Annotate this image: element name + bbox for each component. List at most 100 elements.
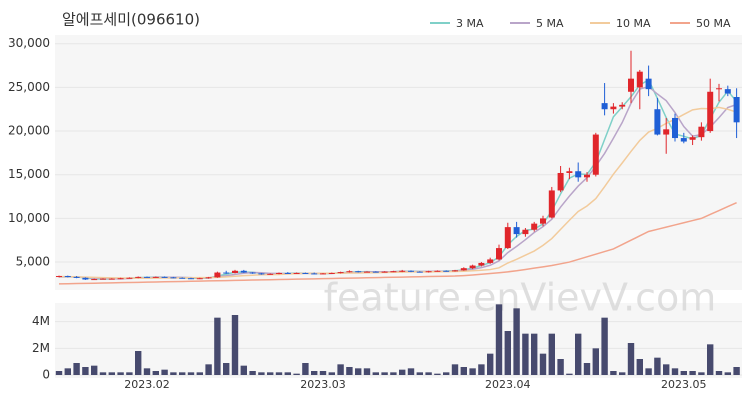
volume-bar <box>566 373 573 375</box>
candle-body <box>496 248 502 260</box>
candle-body <box>566 171 573 173</box>
volume-bar <box>328 372 335 375</box>
volume-bar <box>399 369 406 375</box>
candle-body <box>100 278 106 280</box>
candle-body <box>487 259 494 263</box>
candle-body <box>724 89 731 94</box>
volume-bar <box>575 333 582 375</box>
x-tick-label: 2023.02 <box>124 378 170 391</box>
volume-bar <box>117 372 124 375</box>
candle-body <box>416 271 423 273</box>
volume-bar <box>539 353 547 375</box>
volume-bar <box>707 344 714 375</box>
candle-body <box>610 106 617 110</box>
volume-bar <box>240 365 247 375</box>
volume-bar <box>311 371 318 375</box>
volume-bar <box>126 372 133 375</box>
candle-body <box>276 272 282 274</box>
volume-bar <box>161 369 168 375</box>
candle-body <box>346 271 353 273</box>
volume-panel <box>55 303 742 378</box>
volume-bar <box>627 343 635 375</box>
candle-body <box>504 227 511 249</box>
candle-body <box>135 276 142 278</box>
volume-bar <box>495 304 503 375</box>
volume-bar <box>451 364 459 375</box>
candle-body <box>575 171 582 178</box>
candle-body <box>267 273 274 275</box>
candle-body <box>460 268 467 271</box>
candle-body <box>91 279 98 281</box>
candle-body <box>672 117 678 139</box>
candle-body <box>469 265 476 269</box>
volume-bar <box>319 371 327 375</box>
candle-body <box>548 190 555 218</box>
volume-bar <box>522 333 529 375</box>
volume-bar <box>284 372 291 375</box>
volume-bar <box>531 333 538 375</box>
y-tick-label: 15,000 <box>8 167 50 181</box>
volume-bar <box>223 363 230 375</box>
volume-bar <box>73 363 80 375</box>
candle-body <box>408 270 414 272</box>
volume-bar <box>390 372 397 375</box>
candle-body <box>663 129 670 135</box>
candle-body <box>698 126 705 138</box>
legend-label: 10 MA <box>616 17 651 30</box>
candle-body <box>707 91 714 132</box>
volume-bar <box>407 368 415 375</box>
volume-bar <box>733 367 740 375</box>
volume-bar <box>619 372 626 375</box>
candle-body <box>372 271 379 273</box>
volume-bar <box>170 372 177 375</box>
volume-bar <box>337 364 344 375</box>
volume-bar <box>460 367 467 375</box>
candle-body <box>126 277 133 279</box>
volume-bar <box>469 368 476 375</box>
volume-bar <box>381 372 388 375</box>
legend-label: 3 MA <box>456 17 484 30</box>
candle-body <box>434 270 441 272</box>
volume-bar <box>363 368 371 375</box>
watermark: feature.enVievV.com <box>324 276 717 320</box>
candle-body <box>628 78 634 92</box>
volume-bar <box>355 368 362 375</box>
y-tick-label: 0 <box>42 368 50 382</box>
volume-bar <box>548 333 555 375</box>
candle-body <box>311 273 318 275</box>
volume-bar <box>99 372 107 375</box>
volume-bar <box>267 372 274 375</box>
candle-body <box>355 271 362 273</box>
candle-body <box>689 137 696 140</box>
candle-body <box>144 276 150 278</box>
candle-body <box>364 271 370 273</box>
candle-body <box>240 270 247 273</box>
volume-bar <box>645 368 652 375</box>
volume-bar <box>504 331 511 375</box>
volume-bar <box>135 351 142 375</box>
volume-bar <box>372 372 379 375</box>
volume-bar <box>487 353 494 375</box>
volume-bar <box>249 371 256 375</box>
candle-body <box>584 174 590 178</box>
candle-body <box>214 272 221 278</box>
candle-body <box>592 134 599 175</box>
candle-body <box>258 273 265 275</box>
candle-body <box>302 272 309 274</box>
volume-bar <box>179 372 186 375</box>
volume-bar <box>91 365 98 375</box>
volume-bar <box>698 372 705 375</box>
candle-body <box>152 276 159 278</box>
volume-bar <box>671 368 679 375</box>
volume-bar <box>557 359 564 375</box>
candle-body <box>56 276 62 278</box>
candle-body <box>328 272 335 274</box>
candle-body <box>320 273 326 275</box>
volume-bar <box>636 359 643 375</box>
volume-bar <box>108 372 115 375</box>
volume-bar <box>680 371 687 375</box>
volume-bar <box>478 364 485 375</box>
candle-body <box>337 272 344 274</box>
volume-bar <box>689 371 696 375</box>
